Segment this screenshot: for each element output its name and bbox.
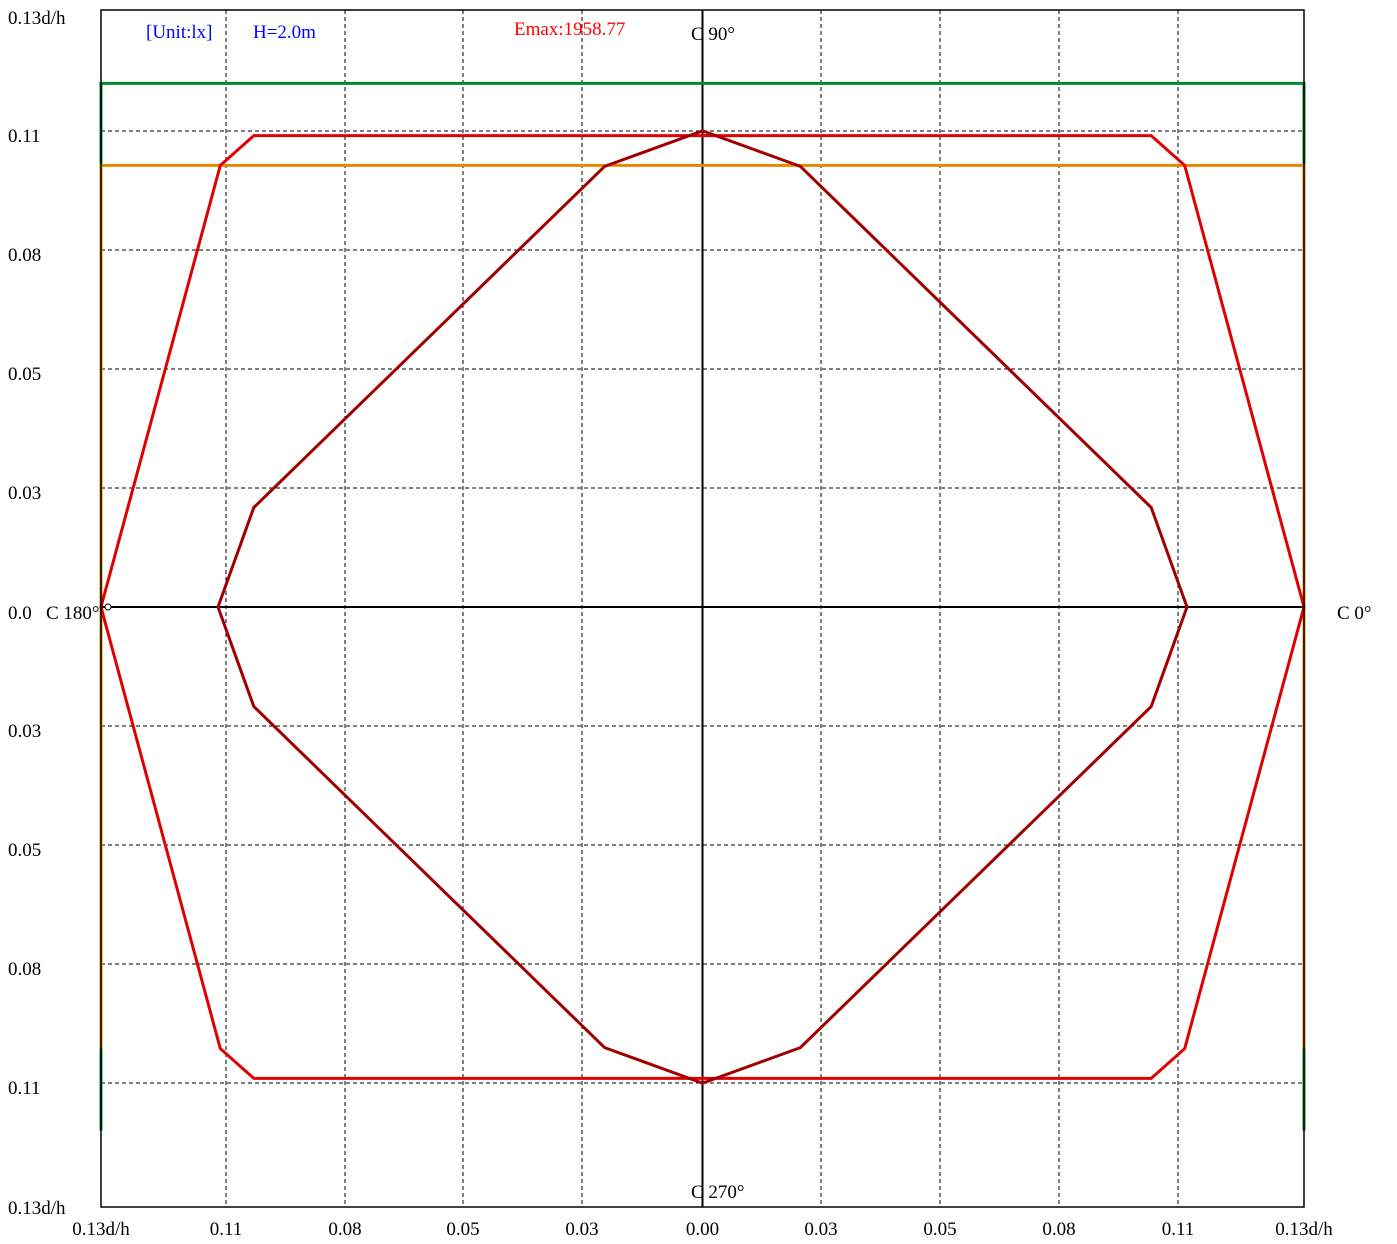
y-tick-label: 0.08 — [8, 959, 41, 980]
origin-marker — [104, 603, 112, 611]
x-tick-label: 0.03 — [804, 1219, 837, 1240]
axes — [101, 10, 1304, 1207]
y-tick-label: 0.13d/h — [8, 8, 66, 29]
x-tick-label: 0.13d/h — [72, 1219, 130, 1240]
y-tick-label: 0.11 — [8, 1078, 41, 1099]
direction-label-left: C 180° — [46, 603, 100, 624]
height-label: H=2.0m — [253, 22, 316, 43]
y-tick-label: 0.03 — [8, 721, 41, 742]
x-tick-label: 0.13d/h — [1275, 1219, 1333, 1240]
plot-frame — [100, 9, 1305, 1208]
y-tick-label: 0.03 — [8, 483, 41, 504]
y-tick-label: 0.11 — [8, 126, 41, 147]
x-tick-labels: 0.13d/h 0.11 0.08 0.05 0.03 0.00 0.03 0.05 0.08 0… — [72, 1219, 1333, 1240]
x-tick-label: 0.05 — [923, 1219, 956, 1240]
y-tick-label: 0.13d/h — [8, 1198, 66, 1219]
emax-label: Emax:1958.77 — [514, 19, 625, 40]
x-tick-label: 0.03 — [565, 1219, 598, 1240]
isolux-series-4 — [216, 129, 1189, 1085]
unit-label: [Unit:lx] — [146, 22, 213, 43]
x-tick-label: 0.08 — [1042, 1219, 1075, 1240]
x-tick-label: 0.11 — [1162, 1219, 1195, 1240]
y-tick-label: 0.05 — [8, 364, 41, 385]
x-tick-label: 0.00 — [686, 1219, 719, 1240]
direction-label-right: C 0° — [1337, 603, 1372, 624]
x-tick-label: 0.05 — [446, 1219, 479, 1240]
y-tick-label: 0.08 — [8, 245, 41, 266]
direction-label-top: C 90° — [691, 24, 735, 45]
y-tick-label: 0.05 — [8, 840, 41, 861]
y-tick-label: 0.0 — [8, 603, 32, 624]
x-tick-label: 0.08 — [328, 1219, 361, 1240]
y-tick-labels: 0.13d/h 0.11 0.08 0.05 0.03 0.0 0.03 0.05 0.08 0.… — [8, 8, 66, 1219]
direction-label-bottom: C 270° — [691, 1182, 745, 1203]
x-tick-label: 0.11 — [210, 1219, 243, 1240]
grid-lines — [101, 10, 1304, 1207]
